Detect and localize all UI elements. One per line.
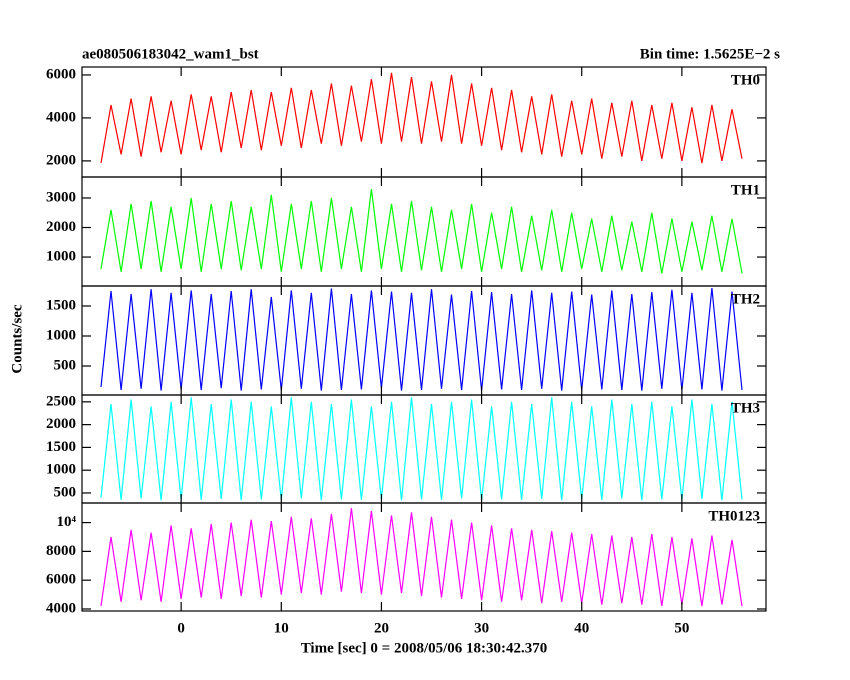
series-line <box>100 287 743 391</box>
y-tick-label: 2000 <box>46 152 76 168</box>
panel-frame <box>81 502 767 612</box>
panel-label: TH0123 <box>708 508 760 524</box>
y-tick-label: 2000 <box>46 416 76 432</box>
panel-label: TH2 <box>731 291 760 307</box>
y-axis-label: Counts/sec <box>9 304 25 374</box>
y-tick-label: 3000 <box>46 189 76 205</box>
series-line <box>100 397 743 501</box>
panel: 500 1000 1500 2000 2500 TH3 <box>46 393 767 504</box>
y-tick-label: 10⁴ <box>57 514 77 530</box>
panel-frame <box>81 66 767 178</box>
y-tick-label: 6000 <box>46 66 76 82</box>
chart-title: ae080506183042_wam1_bst <box>82 46 259 62</box>
x-tick-label: 10 <box>274 620 289 636</box>
y-tick-label: 1000 <box>46 248 76 264</box>
y-tick-label: 4000 <box>46 600 76 616</box>
panel-frame <box>81 176 767 287</box>
y-tick-label: 2500 <box>46 393 76 409</box>
panel: 2000 4000 6000 TH0 <box>46 66 767 178</box>
x-tick-label: 40 <box>574 620 589 636</box>
panel-label: TH3 <box>731 400 760 416</box>
y-tick-label: 1000 <box>46 462 76 478</box>
y-tick-label: 2000 <box>46 219 76 235</box>
series-line <box>100 189 743 274</box>
y-tick-label: 500 <box>54 484 77 500</box>
y-tick-label: 4000 <box>46 109 76 125</box>
panel-label: TH1 <box>731 182 760 198</box>
panel: 4000 6000 8000 10⁴ 0 10 20 30 40 50 TH0123 <box>46 502 767 636</box>
x-axis-label: Time [sec] 0 = 2008/05/06 18:30:42.370 <box>301 640 548 656</box>
x-tick-label: 0 <box>177 620 185 636</box>
y-tick-label: 8000 <box>46 543 76 559</box>
series-line <box>100 508 743 607</box>
x-tick-label: 20 <box>374 620 389 636</box>
chart-subtitle: Bin time: 1.5625E−2 s <box>640 46 780 62</box>
y-tick-label: 1000 <box>46 327 76 343</box>
panel-label: TH0 <box>731 72 760 88</box>
x-tick-label: 50 <box>674 620 689 636</box>
series-line <box>100 72 743 164</box>
y-tick-label: 500 <box>54 357 77 373</box>
panel: 1000 2000 3000 TH1 <box>46 176 767 287</box>
y-tick-label: 1500 <box>46 439 76 455</box>
x-tick-label: 30 <box>474 620 489 636</box>
panel: 500 1000 1500 TH2 <box>46 285 767 396</box>
y-tick-label: 1500 <box>46 297 76 313</box>
y-tick-label: 6000 <box>46 572 76 588</box>
